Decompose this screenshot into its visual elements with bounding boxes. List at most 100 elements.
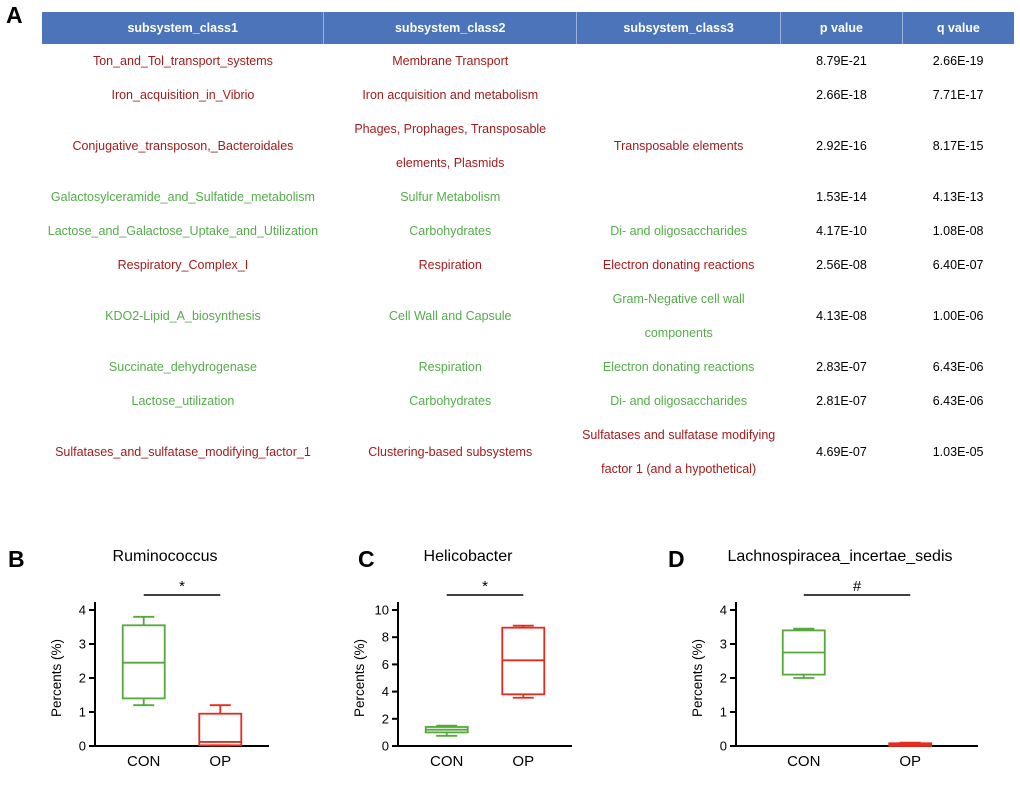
panel-d-label: D [668, 546, 685, 572]
panel-c-label: C [358, 546, 375, 572]
x-category-label: OP [512, 753, 534, 770]
table-cell-value: 4.69E-07 [816, 445, 867, 459]
table-cell: Transposable elements [613, 139, 744, 153]
boxplot-panel-helicobacter: Helicobacter 0 2 4 6 8 10 Percents (%) CON OP * [352, 546, 584, 783]
y-tick-label: 2 [382, 711, 389, 726]
panel-a-label: A [6, 2, 23, 28]
y-tick-label: 4 [720, 603, 727, 618]
table-cell: Iron_acquisition_in_Vibrio [111, 88, 255, 102]
table-row: Ton_and_Tol_transport_systems Membrane Tr… [42, 44, 1014, 78]
table-cell: Di- and oligosaccharides [610, 224, 748, 238]
column-header: q value [902, 12, 1014, 44]
table-cell: Gram-Negative cell wall components [612, 292, 745, 340]
table-row: Succinate_dehydrogenase Respiration Electr… [42, 350, 1014, 384]
table-cell: Lactose_and_Galactose_Uptake_and_Utiliza… [47, 224, 319, 238]
table-cell-value: 4.17E-10 [816, 224, 867, 238]
x-category-label: CON [787, 753, 820, 770]
y-tick-label: 1 [79, 705, 86, 720]
y-tick-label: 2 [720, 671, 727, 686]
table-cell: Sulfatases and sulfatase modifying facto… [582, 428, 776, 476]
table-cell-value: 2.81E-07 [816, 394, 867, 408]
x-category-label: OP [209, 753, 231, 770]
table-cell-value: 6.43E-06 [932, 360, 984, 374]
table-cell-value: 8.79E-21 [816, 54, 867, 68]
table-cell: Cell Wall and Capsule [388, 309, 512, 323]
subsystem-enrichment-table: subsystem_class1 subsystem_class2 subsyste… [42, 12, 1014, 486]
y-tick-label: 1 [720, 705, 727, 720]
table-row: Galactosylceramide_and_Sulfatide_metabol… [42, 180, 1014, 214]
table-cell-value: 8.17E-15 [932, 139, 984, 153]
table-cell: Respiration [418, 360, 482, 374]
table-cell: Conjugative_transposon,_Bacteroidales [72, 139, 294, 153]
y-tick-label: 8 [382, 630, 389, 645]
significance-marker: * [482, 578, 488, 595]
table-cell [577, 44, 781, 78]
y-tick-label: 0 [720, 739, 727, 754]
table-row: Conjugative_transposon,_Bacteroidales Pha… [42, 112, 1014, 180]
table-cell-value: 2.92E-16 [816, 139, 867, 153]
y-tick-label: 2 [79, 671, 86, 686]
table-cell: Sulfur Metabolism [400, 190, 501, 204]
table-cell-value: 7.71E-17 [932, 88, 984, 102]
table-cell: Electron donating reactions [602, 258, 755, 272]
table-cell-value: 4.13E-08 [816, 309, 867, 323]
table-cell: Membrane Transport [392, 54, 509, 68]
table-cell: KDO2-Lipid_A_biosynthesis [105, 309, 261, 323]
table-cell-value: 1.08E-08 [932, 224, 984, 238]
table-cell: Carbohydrates [409, 224, 492, 238]
boxplot-panel-ruminococcus: Ruminococcus 0 1 2 3 4 Percents (%) CON OP * [49, 546, 281, 783]
panel-b-label: B [8, 546, 25, 572]
y-tick-label: 4 [382, 684, 389, 699]
y-axis-label: Percents (%) [352, 639, 367, 717]
x-category-label: CON [430, 753, 463, 770]
significance-marker: # [853, 578, 862, 595]
table-cell-value: 6.40E-07 [932, 258, 984, 272]
chart-title-helicobacter: Helicobacter [423, 548, 513, 565]
y-axis-label: Percents (%) [690, 639, 705, 717]
table-cell-value: 2.66E-19 [932, 54, 984, 68]
table-cell: Lactose_utilization [131, 394, 235, 408]
box-op [198, 712, 243, 747]
table-row: Respiratory_Complex_I Respiration Electron… [42, 248, 1014, 282]
y-tick-label: 3 [720, 637, 727, 652]
chart-title-lachnospiracea: Lachnospiracea_incertae_sedis [727, 548, 953, 565]
table-row: Sulfatases_and_sulfatase_modifying_facto… [42, 418, 1014, 486]
table-cell: Phages, Prophages, Transposable elements… [354, 122, 547, 170]
y-tick-label: 10 [375, 603, 389, 618]
table-cell-value: 6.43E-06 [932, 394, 984, 408]
table-row: Lactose_utilization Carbohydrates Di- and … [42, 384, 1014, 418]
table-cell: Di- and oligosaccharides [610, 394, 748, 408]
y-tick-label: 6 [382, 657, 389, 672]
table-cell [577, 180, 781, 214]
y-tick-label: 4 [79, 603, 86, 618]
table-cell-value: 2.66E-18 [816, 88, 867, 102]
x-category-label: CON [127, 753, 160, 770]
table-row: Iron_acquisition_in_Vibrio Iron acquisiti… [42, 78, 1014, 112]
table-row: KDO2-Lipid_A_biosynthesis Cell Wall and C… [42, 282, 1014, 350]
table-cell: Succinate_dehydrogenase [108, 360, 257, 374]
table-cell: Respiratory_Complex_I [117, 258, 249, 272]
table-row: Lactose_and_Galactose_Uptake_and_Utiliza… [42, 214, 1014, 248]
table-cell-value: 1.53E-14 [816, 190, 867, 204]
x-category-label: OP [899, 753, 921, 770]
table-header-row: subsystem_class1 subsystem_class2 subsyste… [42, 12, 1014, 44]
boxplot-ruminococcus: 0 1 2 3 4 Percents (%) CON OP * [49, 578, 269, 770]
y-axis-label: Percents (%) [49, 639, 64, 717]
boxplot-helicobacter: 0 2 4 6 8 10 Percents (%) CON OP * [352, 578, 572, 770]
table-cell: Galactosylceramide_and_Sulfatide_metabol… [50, 190, 315, 204]
table-cell-value: 2.83E-07 [816, 360, 867, 374]
table-cell: Sulfatases_and_sulfatase_modifying_facto… [55, 445, 311, 459]
table-cell: Carbohydrates [409, 394, 492, 408]
y-tick-label: 0 [382, 739, 389, 754]
boxplot-panel-lachnospiracea: Lachnospiracea_incertae_sedis 0 1 2 3 4 Perce… [690, 546, 990, 783]
significance-marker: * [179, 578, 185, 595]
table-cell: Iron acquisition and metabolism [362, 88, 539, 102]
table-cell-value: 4.13E-13 [932, 190, 984, 204]
column-header: subsystem_class1 [42, 12, 325, 44]
y-tick-label: 0 [79, 739, 86, 754]
table-cell-value: 1.03E-05 [932, 445, 984, 459]
table-cell-value: 2.56E-08 [816, 258, 867, 272]
column-header: subsystem_class2 [323, 12, 578, 44]
chart-title-ruminococcus: Ruminococcus [112, 548, 218, 565]
y-tick-label: 3 [79, 637, 86, 652]
